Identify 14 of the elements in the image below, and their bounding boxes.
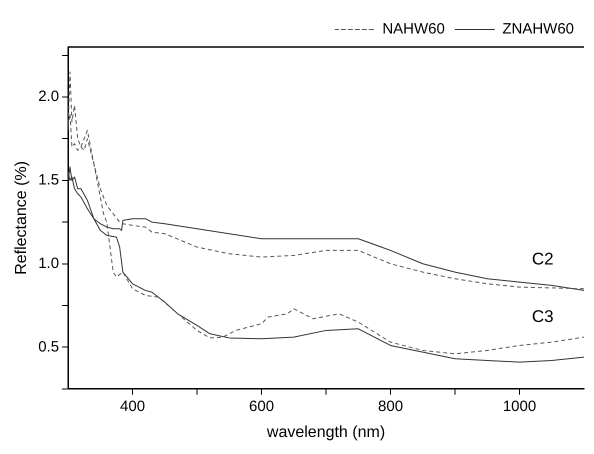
- y-tick-label: 1.5: [38, 172, 60, 189]
- y-axis-title: Reflectance (%): [13, 160, 30, 275]
- x-tick-label: 400: [120, 398, 146, 415]
- y-tick-label: 2.0: [38, 88, 60, 106]
- x-axis-title: wavelength (nm): [266, 424, 386, 441]
- y-tick-label: 1.0: [38, 254, 60, 272]
- legend-label: NAHW60: [382, 20, 445, 38]
- x-tick-label: 1000: [502, 398, 536, 415]
- annotation: C2: [532, 249, 554, 268]
- annotation: C3: [532, 306, 554, 326]
- legend-label: ZNAHW60: [502, 20, 574, 38]
- x-tick-label: 800: [378, 398, 404, 415]
- y-tick-label: 0.5: [38, 338, 60, 356]
- x-tick-label: 600: [249, 398, 274, 415]
